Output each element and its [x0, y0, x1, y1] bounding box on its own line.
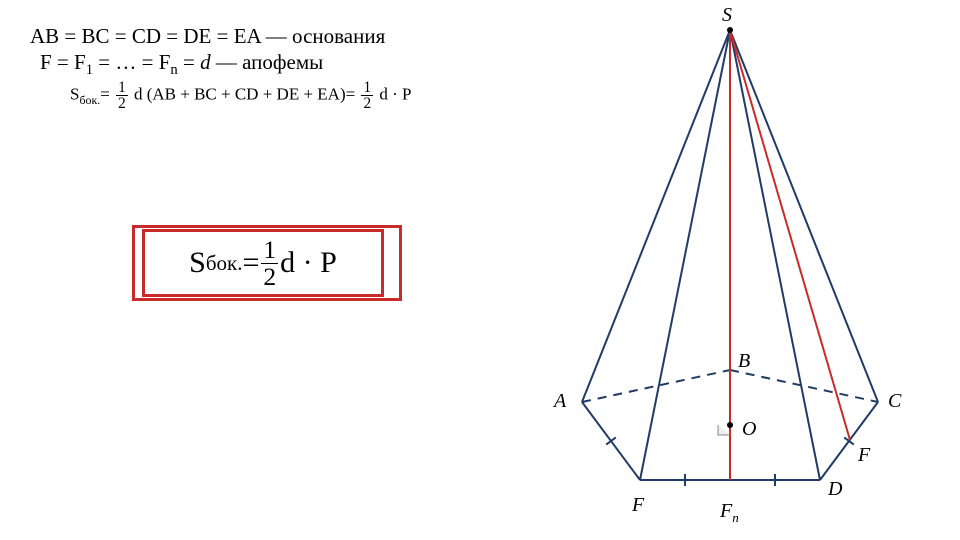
- vertex-label-B: B: [738, 350, 750, 373]
- line1-text: AB = BC = CD = DE = EA — основания: [30, 24, 385, 48]
- area-derivation-line: Sбок.= 12 d (AB + BC + CD + DE + EA)= 12…: [70, 80, 412, 112]
- pyramid-svg: [520, 10, 940, 530]
- pyramid-diagram: SABCDFFnFO: [520, 10, 940, 530]
- vertex-label-Fn: Fn: [720, 500, 739, 526]
- base-equality-line: AB = BC = CD = DE = EA — основания: [30, 24, 385, 49]
- vertex-label-Fcd: F: [858, 444, 870, 467]
- formula-inner-border: Sбок.= 12 d · P: [142, 229, 384, 297]
- fraction-half: 12: [116, 80, 128, 112]
- vertex-label-S: S: [722, 4, 732, 27]
- vertex-label-F_left: F: [632, 494, 644, 517]
- vertex-label-C: C: [888, 390, 901, 413]
- apothem-equality-line: F = F1 = … = Fn = d — апофемы: [40, 50, 323, 79]
- vertex-label-O: O: [742, 418, 756, 441]
- vertex-label-D: D: [828, 478, 842, 501]
- fraction-half-2: 12: [361, 80, 373, 112]
- lateral-area-formula-box: Sбок.= 12 d · P: [132, 225, 402, 301]
- fraction-half-big: 12: [261, 237, 278, 289]
- vertex-label-A: A: [554, 390, 566, 413]
